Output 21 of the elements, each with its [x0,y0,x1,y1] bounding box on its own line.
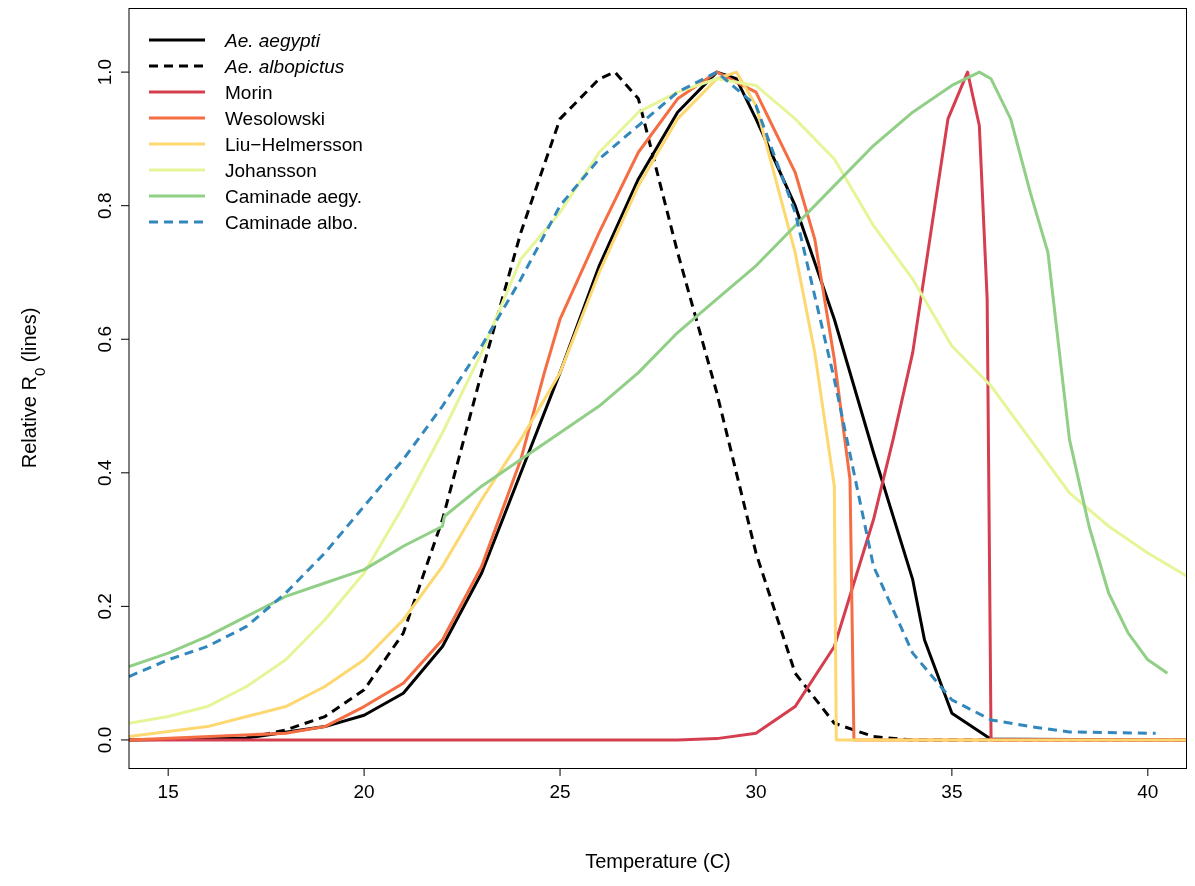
legend-label: Morin [225,82,273,103]
y-tick-label: 0.0 [94,726,115,754]
legend-label: Caminade aegy. [225,186,362,207]
y-tick-label: 0.8 [94,192,115,219]
y-tick-label: 0.4 [94,459,115,487]
x-tick-label: 25 [549,781,571,802]
y-tick-label: 1.0 [94,58,115,86]
x-tick-label: 35 [941,781,963,802]
y-tick-label: 0.2 [94,593,115,620]
x-axis-title: Temperature (C) [585,850,731,872]
legend-label: Caminade albo. [225,212,359,233]
legend-label: Wesolowski [225,108,325,129]
legend-label: Johansson [225,160,317,181]
legend-label: Liu−Helmersson [225,134,363,155]
legend-label: Ae. aegypti [224,30,321,51]
x-tick-label: 30 [745,781,767,802]
y-tick-label: 0.6 [94,326,115,353]
legend-label: Ae. albopictus [224,56,345,77]
x-tick-label: 40 [1137,781,1159,802]
x-tick-label: 15 [157,781,179,802]
x-tick-label: 20 [353,781,375,802]
